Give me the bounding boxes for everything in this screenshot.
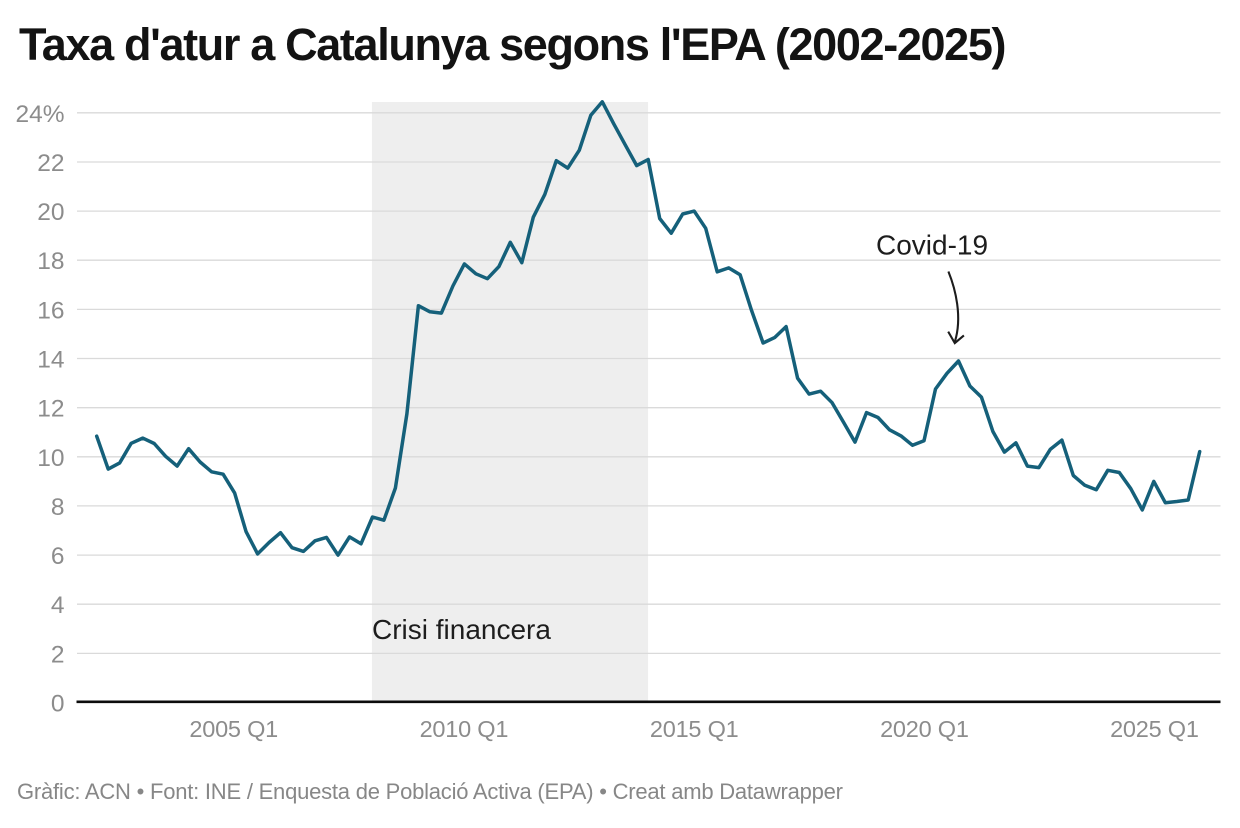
svg-text:22: 22 — [37, 150, 64, 177]
svg-text:16: 16 — [37, 297, 64, 324]
svg-text:6: 6 — [51, 543, 65, 570]
svg-text:20: 20 — [37, 199, 64, 226]
svg-text:2010 Q1: 2010 Q1 — [420, 716, 509, 742]
svg-text:2015 Q1: 2015 Q1 — [650, 716, 739, 742]
svg-text:Crisi financera: Crisi financera — [372, 614, 551, 645]
svg-text:2005 Q1: 2005 Q1 — [189, 716, 278, 742]
svg-text:2020 Q1: 2020 Q1 — [880, 716, 969, 742]
svg-text:24%: 24% — [15, 101, 64, 128]
svg-text:8: 8 — [51, 494, 65, 521]
svg-text:12: 12 — [37, 396, 64, 423]
svg-text:14: 14 — [37, 347, 64, 374]
svg-text:Covid-19: Covid-19 — [876, 230, 988, 261]
svg-text:2025 Q1: 2025 Q1 — [1110, 716, 1199, 742]
svg-text:4: 4 — [51, 592, 65, 619]
svg-text:2: 2 — [51, 641, 65, 668]
svg-text:10: 10 — [37, 445, 64, 472]
svg-text:18: 18 — [37, 248, 64, 275]
svg-text:0: 0 — [51, 691, 65, 718]
